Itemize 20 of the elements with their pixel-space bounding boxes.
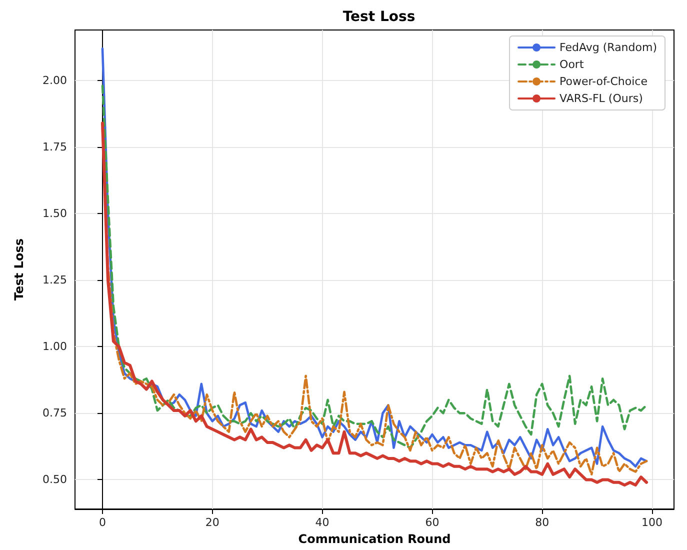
y-tick-label: 2.00 xyxy=(42,74,67,88)
y-tick-label: 0.50 xyxy=(42,473,67,486)
legend-label: FedAvg (Random) xyxy=(560,41,658,54)
x-tick-label: 80 xyxy=(535,516,550,529)
y-tick-label: 1.50 xyxy=(42,207,67,220)
legend-label: VARS-FL (Ours) xyxy=(560,92,643,105)
y-tick-label: 1.75 xyxy=(42,140,67,154)
x-axis-title: Communication Round xyxy=(298,532,451,546)
x-tick-label: 60 xyxy=(425,516,440,529)
y-tick-label: 1.25 xyxy=(42,274,67,287)
legend-label: Oort xyxy=(560,58,584,71)
x-tick-label: 40 xyxy=(315,516,330,529)
y-axis-title: Test Loss xyxy=(12,238,26,300)
y-tick-label: 0.75 xyxy=(42,406,67,420)
x-tick-label: 20 xyxy=(205,516,220,529)
chart-title: Test Loss xyxy=(342,9,416,25)
y-tick-label: 1.00 xyxy=(42,340,67,354)
x-tick-label: 0 xyxy=(98,516,106,529)
x-tick-label: 100 xyxy=(642,516,663,529)
legend-label: Power-of-Choice xyxy=(560,75,648,88)
